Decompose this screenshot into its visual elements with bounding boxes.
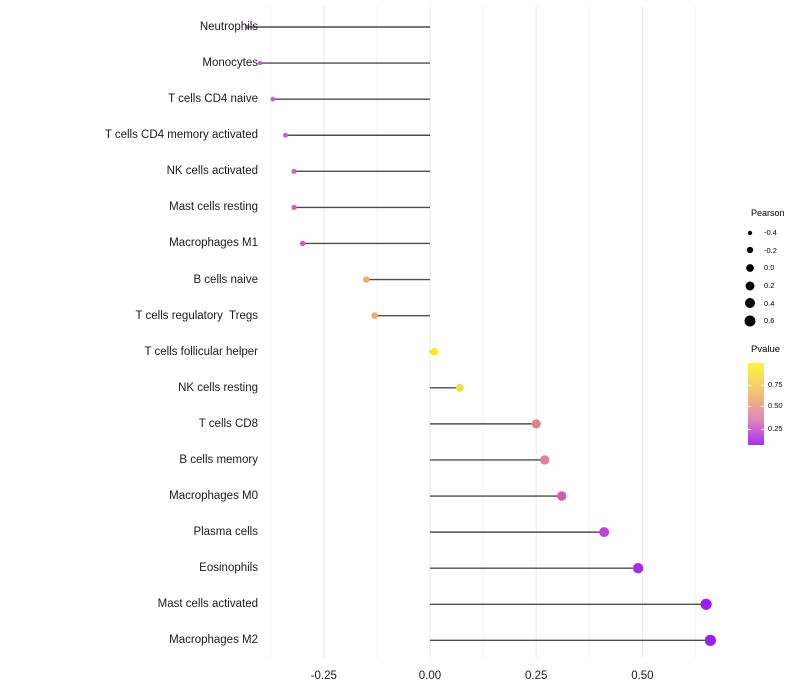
pearson-size-legend: Pearson -0.4 -0.2 0.0 0.2 0.4 0.6 [742,208,800,330]
pearson-legend-label: -0.2 [764,245,777,255]
pearson-legend-entry: 0.0 [742,259,800,277]
colorbar-tick [748,385,751,386]
pearson-legend-entry: -0.4 [742,224,800,242]
y-axis-label: Mast cells activated [157,598,258,611]
y-axis-label: NK cells activated [166,165,258,178]
pvalue-tick-label: 0.50 [768,401,783,410]
pearson-legend-title: Pearson [751,208,785,218]
y-axis-label: NK cells resting [178,381,258,394]
lollipop-dot [531,419,541,429]
colorbar-tick [761,429,764,430]
pvalue-colorbar [748,363,764,445]
y-axis-label: Neutrophils [199,21,258,33]
lollipop-dot [632,562,644,574]
lollipop-dot [540,455,550,465]
y-axis-label: T cells follicular helper [144,345,258,358]
y-axis-label: T cells CD4 naive [168,93,258,106]
pearson-legend-label: 0.2 [764,281,775,291]
pearson-legend-dot [745,298,755,309]
pvalue-tick-label: 0.75 [768,380,783,389]
pearson-legend-dot [744,315,756,327]
pvalue-legend-title: Pvalue [751,344,781,355]
colorbar-tick [748,429,751,430]
pearson-legend-entries: -0.4 -0.2 0.0 0.2 0.4 0.6 [742,224,800,330]
y-axis-label: Mast cells resting [169,201,258,214]
lollipop-dot [556,491,567,501]
y-axis-label: Macrophages M1 [169,237,258,250]
y-axis-label: Monocytes [202,57,258,70]
pearson-legend-dot [745,281,755,291]
y-axis-label: B cells memory [179,453,258,466]
lollipop-dot [291,168,297,174]
x-axis-tick-label: 0.25 [524,670,548,682]
lollipop-dot [283,132,289,138]
pearson-legend-label: 0.4 [764,298,775,308]
lollipop-dot [700,598,712,610]
lollipop-dot [299,240,306,247]
y-axis-label: Macrophages M0 [169,490,258,503]
pvalue-color-legend: Pvalue 0.75 0.50 0.25 [742,344,800,445]
pearson-legend-label: 0.0 [764,263,775,273]
y-axis-label: B cells naive [193,273,258,286]
y-axis-label: Macrophages M2 [169,634,258,647]
x-axis-tick-label: -0.25 [310,670,337,682]
lollipop-dot [362,276,370,283]
colorbar-tick [761,406,764,407]
lollipop-dot [599,527,610,538]
pearson-legend-dot [746,247,754,254]
pvalue-colorbar-wrap: 0.75 0.50 0.25 [742,363,800,445]
lollipop-dot [245,24,250,30]
x-axis-tick-label: 0.00 [418,670,442,682]
lollipop-dot [270,96,276,102]
pearson-legend-entry: 0.2 [742,277,800,295]
colorbar-tick [748,406,751,407]
pearson-legend-label: -0.4 [764,228,777,238]
x-axis-tick-label: 0.50 [631,670,654,682]
pearson-legend-entry: 0.6 [742,312,800,330]
lollipop-dot [371,312,379,320]
lollipop-dot [455,383,464,392]
pearson-legend-entry: 0.4 [742,294,800,312]
lollipop-dot [430,347,439,356]
y-axis-label: T cells CD8 [198,417,258,430]
lollipop-dot [257,60,263,66]
lollipop-dot [704,634,716,646]
lollipop-dot [291,204,297,211]
pearson-legend-dot [747,230,753,235]
pvalue-tick-label: 0.25 [768,424,783,433]
y-axis-label: Eosinophils [199,562,258,575]
pearson-legend-label: 0.6 [764,316,775,326]
colorbar-tick [761,385,764,386]
y-axis-label: Plasma cells [193,526,258,539]
y-axis-label: T cells CD4 memory activated [104,129,258,142]
pearson-legend-dot [746,264,754,272]
y-axis-label: T cells regulatory Tregs [135,309,258,322]
pearson-legend-entry: -0.2 [742,242,800,260]
